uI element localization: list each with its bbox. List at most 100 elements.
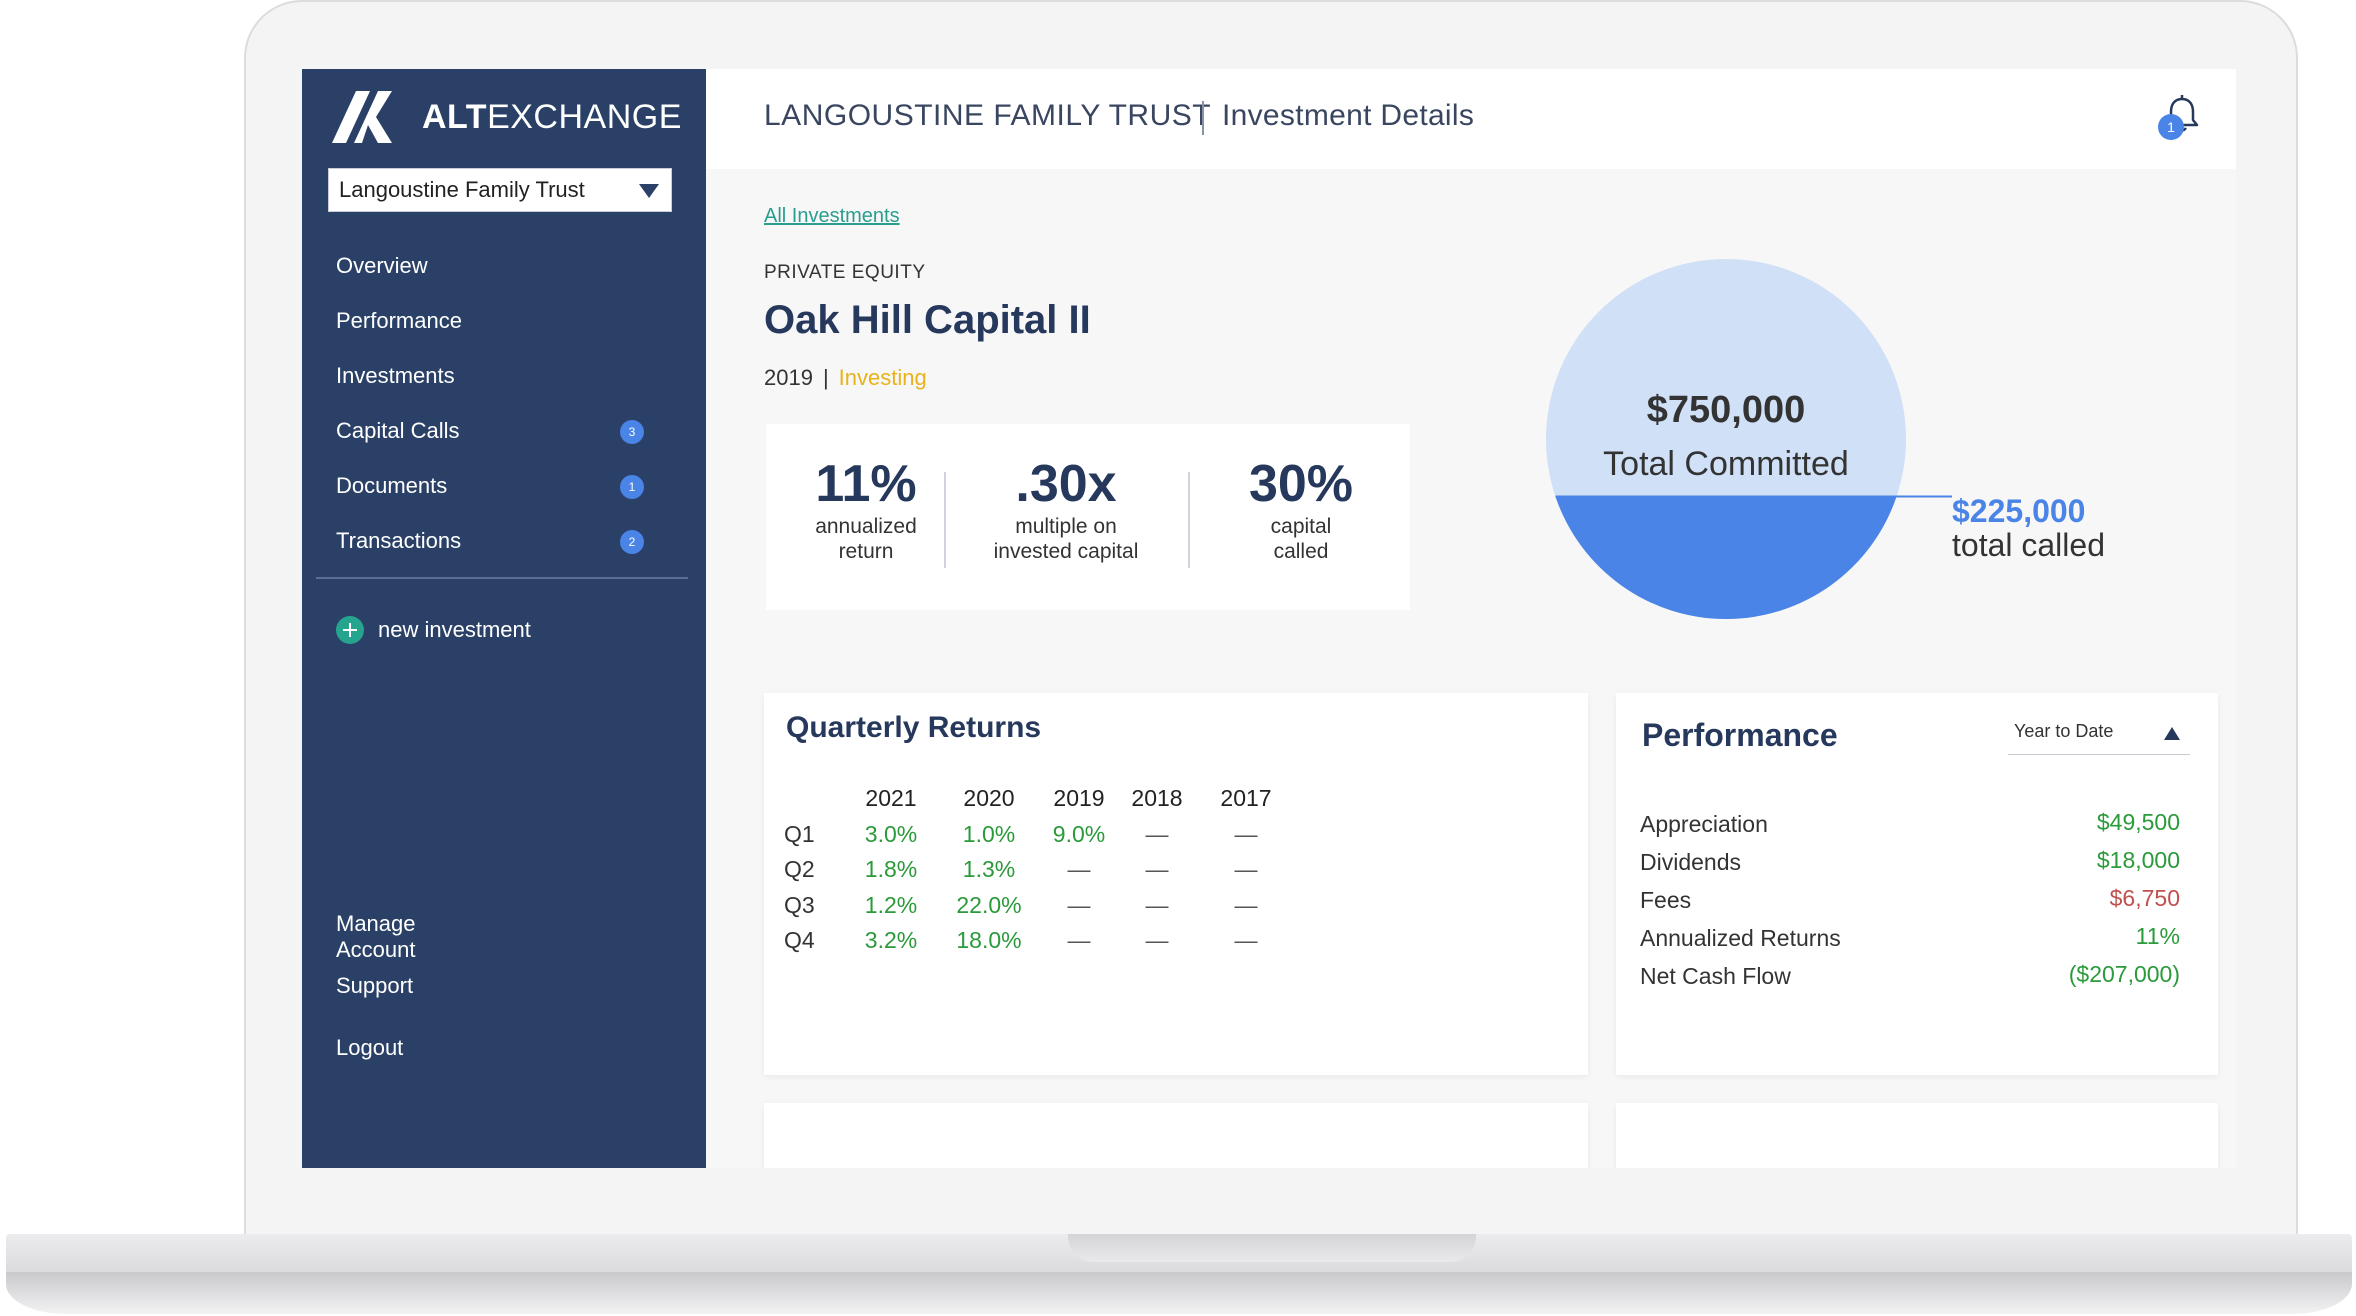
return-cell: — xyxy=(1145,821,1169,847)
sidebar-item-capital-calls[interactable]: Capital Calls 3 xyxy=(336,406,666,461)
return-cell: — xyxy=(1145,856,1169,882)
quarter-row-label: Q4 xyxy=(784,927,815,953)
performance-row-value: ($207,000) xyxy=(2068,961,2180,987)
screen: ALTEXCHANGE Langoustine Family Trust Ove… xyxy=(302,69,2236,1168)
altexchange-logo-icon xyxy=(332,91,392,143)
laptop-base-bottom xyxy=(6,1272,2352,1314)
plus-circle-icon xyxy=(336,616,364,644)
sidebar-item-label: Manage Account xyxy=(336,911,416,962)
year-column-header: 2018 xyxy=(1131,785,1183,811)
sidebar-item-label: Logout xyxy=(336,1035,404,1060)
header-divider xyxy=(1202,101,1204,135)
year-column-header: 2017 xyxy=(1220,785,1272,811)
return-cell: — xyxy=(1067,927,1091,953)
sidebar-item-label: Capital Calls xyxy=(336,418,460,443)
sidebar-item-performance[interactable]: Performance xyxy=(336,296,666,351)
count-badge: 2 xyxy=(620,530,644,554)
stat-value: 30% xyxy=(1248,455,1354,513)
quarterly-returns-title: Quarterly Returns xyxy=(786,711,1042,744)
trust-select[interactable]: Langoustine Family Trust xyxy=(328,168,672,212)
page-header: LANGOUSTINE FAMILY TRUST Investment Deta… xyxy=(706,69,2236,169)
performance-row-value: $49,500 xyxy=(2096,809,2180,835)
lower-card-right xyxy=(1616,1103,2218,1168)
return-cell: — xyxy=(1234,892,1258,918)
quarter-row-label: Q3 xyxy=(784,892,815,918)
sidebar-item-label: Documents xyxy=(336,473,448,498)
sidebar-divider xyxy=(316,577,688,579)
performance-row-value: 11% xyxy=(2135,923,2180,949)
committed-value: $750,000 xyxy=(1646,389,1806,431)
all-investments-link[interactable]: All Investments xyxy=(764,205,900,227)
stat-divider xyxy=(1188,472,1190,568)
sidebar-item-documents[interactable]: Documents 1 xyxy=(336,461,666,516)
sidebar-item-overview[interactable]: Overview xyxy=(336,241,666,296)
return-cell: — xyxy=(1067,856,1091,882)
commitment-circle-chart xyxy=(1546,259,1952,619)
return-cell: 18.0% xyxy=(956,927,1022,953)
header-trust-name: LANGOUSTINE FAMILY TRUST xyxy=(764,99,1212,132)
stat-multiple: .30x multiple on invested capital xyxy=(966,454,1166,564)
year-column-header: 2021 xyxy=(865,785,917,811)
performance-row: Dividends $18,000 xyxy=(1640,843,2196,883)
meta-separator: | xyxy=(822,365,829,390)
stat-value: 11% xyxy=(815,455,917,513)
called-value: $225,000 xyxy=(1952,493,2086,529)
return-cell: 1.8% xyxy=(864,856,918,882)
triangle-up-icon xyxy=(2164,727,2180,740)
quarter-row-label: Q1 xyxy=(784,821,815,847)
logo-text: ALTEXCHANGE xyxy=(422,97,682,136)
investment-year: 2019 xyxy=(764,365,813,390)
sidebar-item-label: Investments xyxy=(336,363,455,388)
investment-name: Oak Hill Capital II xyxy=(764,298,1091,342)
main-content: LANGOUSTINE FAMILY TRUST Investment Deta… xyxy=(706,69,2236,1168)
return-cell: 1.2% xyxy=(864,892,918,918)
stat-annualized-return: 11% annualized return xyxy=(786,454,946,564)
sidebar: ALTEXCHANGE Langoustine Family Trust Ove… xyxy=(302,69,706,1168)
return-cell: — xyxy=(1145,927,1169,953)
performance-row-value: $6,750 xyxy=(2109,885,2180,911)
commitment-chart: $750,000 Total Committed $225,000 total … xyxy=(1546,259,2166,719)
return-cell: — xyxy=(1234,927,1258,953)
count-badge: 3 xyxy=(620,420,644,444)
return-cell: — xyxy=(1234,856,1258,882)
committed-label: Total Committed xyxy=(1603,445,1849,483)
performance-row: Annualized Returns 11% xyxy=(1640,919,2196,959)
stat-label: called xyxy=(1273,540,1329,563)
year-column-header: 2020 xyxy=(963,785,1015,811)
performance-row: Net Cash Flow ($207,000) xyxy=(1640,957,2196,997)
sidebar-nav: Overview Performance Investments Capital… xyxy=(336,241,666,571)
new-investment-button[interactable]: new investment xyxy=(336,613,531,647)
sidebar-item-label: Transactions xyxy=(336,528,462,553)
return-cell: 1.3% xyxy=(962,856,1016,882)
return-cell: 3.2% xyxy=(864,927,918,953)
period-select[interactable]: Year to Date xyxy=(2008,721,2190,755)
sidebar-item-label: Support xyxy=(336,973,414,998)
called-segment xyxy=(1555,496,1897,619)
stat-divider xyxy=(944,472,946,568)
performance-row-value: $18,000 xyxy=(2096,847,2180,873)
return-cell: — xyxy=(1067,892,1091,918)
page-title: Investment Details xyxy=(1222,99,1475,132)
investment-meta: 2019 | Investing xyxy=(764,365,927,391)
stat-capital-called: 30% capital called xyxy=(1221,454,1381,564)
year-column-header: 2019 xyxy=(1053,785,1105,811)
sidebar-item-investments[interactable]: Investments xyxy=(336,351,666,406)
stat-label: return xyxy=(838,540,894,563)
stat-label: multiple on xyxy=(1015,515,1117,538)
return-cell: 3.0% xyxy=(864,821,918,847)
performance-row-label: Fees xyxy=(1640,887,1692,913)
app-logo[interactable]: ALTEXCHANGE xyxy=(332,91,682,143)
performance-row-label: Net Cash Flow xyxy=(1640,963,1791,989)
trust-select-value: Langoustine Family Trust xyxy=(339,177,585,202)
performance-row: Fees $6,750 xyxy=(1640,881,2196,921)
performance-row: Appreciation $49,500 xyxy=(1640,805,2196,845)
quarter-row-label: Q2 xyxy=(784,856,815,882)
chevron-down-icon xyxy=(639,184,659,198)
period-select-value: Year to Date xyxy=(2014,721,2114,741)
stat-label: invested capital xyxy=(993,540,1139,563)
lower-card-left xyxy=(764,1103,1588,1168)
notification-badge: 1 xyxy=(2158,114,2184,140)
sidebar-item-transactions[interactable]: Transactions 2 xyxy=(336,516,666,571)
return-cell: 22.0% xyxy=(956,892,1022,918)
performance-row-label: Appreciation xyxy=(1640,811,1768,837)
